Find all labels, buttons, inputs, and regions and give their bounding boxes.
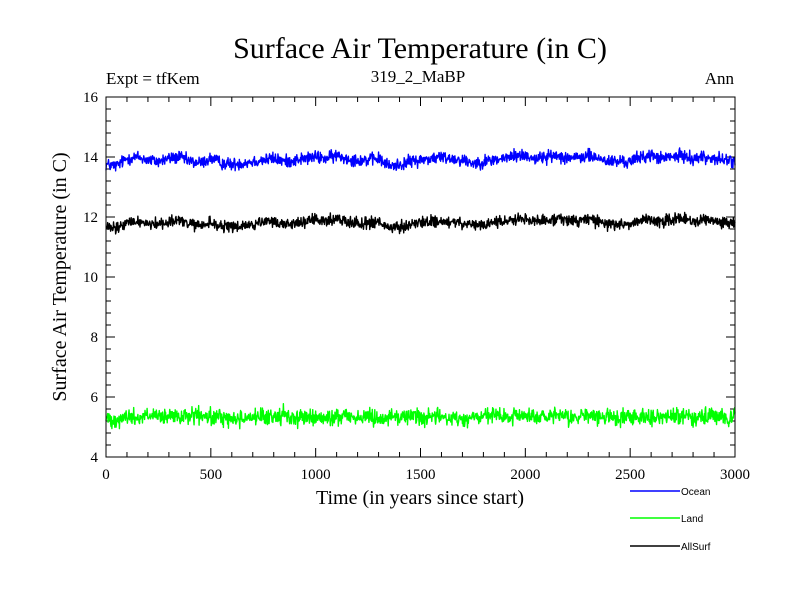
x-tick-label: 1500	[406, 467, 436, 483]
season-label: Ann	[705, 69, 735, 88]
y-tick-label: 10	[83, 270, 98, 286]
y-tick-label: 14	[83, 150, 99, 166]
y-tick-label: 12	[83, 210, 98, 226]
x-tick-label: 0	[102, 467, 110, 483]
y-tick-label: 4	[91, 450, 99, 466]
y-tick-label: 6	[91, 390, 99, 406]
y-tick-label: 16	[83, 90, 99, 106]
x-tick-label: 2500	[615, 467, 645, 483]
legend-label-allsurf: AllSurf	[681, 542, 711, 553]
axis-ticks	[105, 96, 736, 458]
legend-label-land: Land	[681, 514, 703, 525]
run-label: 319_2_MaBP	[371, 67, 465, 86]
legend-label-ocean: Ocean	[681, 487, 710, 498]
series-line-ocean	[105, 147, 736, 172]
series-lines	[105, 147, 736, 430]
x-tick-label: 2000	[510, 467, 540, 483]
x-tick-label: 1000	[301, 467, 331, 483]
series-line-land	[105, 403, 736, 430]
plot-frame	[105, 96, 736, 458]
legend: Ocean Land AllSurf	[630, 487, 711, 553]
x-tick-label: 500	[200, 467, 223, 483]
x-tick-label: 3000	[720, 467, 750, 483]
x-axis-label: Time (in years since start)	[316, 487, 524, 509]
tick-labels: 0 500 1000 1500 2000 2500 3000 4 6 8 10 12 14 16	[83, 90, 750, 483]
y-axis-label: Surface Air Temperature (in C)	[49, 152, 71, 401]
y-tick-label: 8	[91, 330, 99, 346]
chart-title: Surface Air Temperature (in C)	[233, 32, 607, 65]
experiment-label: Expt = tfKem	[106, 69, 200, 88]
series-line-allsurf	[105, 211, 736, 235]
